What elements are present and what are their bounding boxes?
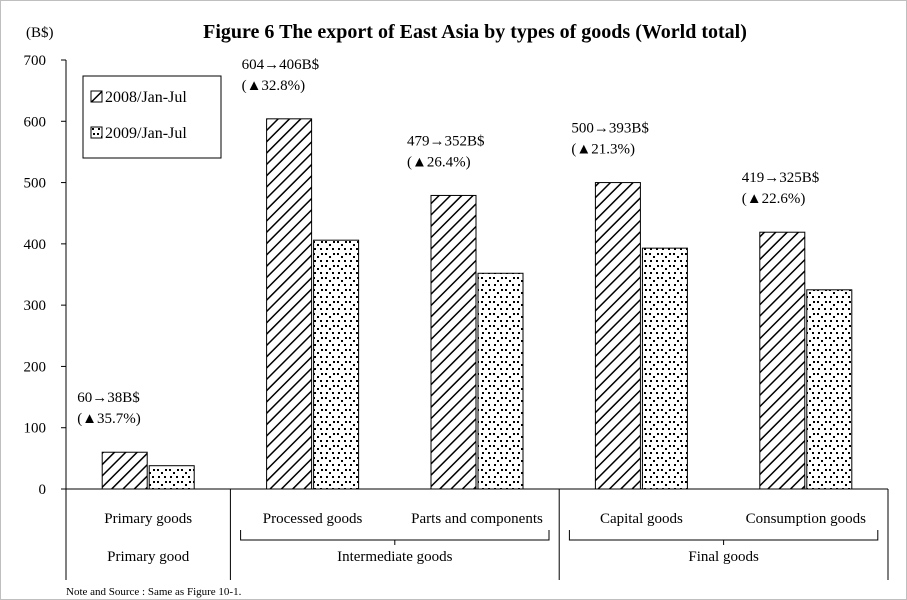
annotation-value-change: 604→406B$	[242, 57, 320, 73]
annotation-percent-change: (▲35.7%)	[77, 411, 141, 427]
x-tick-label: Primary goods	[104, 511, 192, 527]
annotation-value-change: 500→393B$	[571, 121, 649, 137]
legend-box	[82, 75, 222, 159]
bar-series-2008	[101, 451, 148, 490]
bar-series-2008	[430, 194, 477, 490]
x-tick-label: Capital goods	[600, 511, 683, 527]
bar-series-2008	[759, 231, 806, 490]
annotation-value-change: 479→352B$	[407, 133, 485, 149]
y-axis-label: (B$)	[26, 25, 54, 41]
annotation-value-change: 60→38B$	[77, 390, 140, 406]
bar-series-2009	[313, 239, 360, 490]
annotation-value-change: 419→325B$	[742, 170, 820, 186]
group-bracket	[240, 530, 550, 545]
y-tick-label: 500	[24, 176, 47, 192]
bar-series-2009	[148, 465, 195, 490]
x-tick-label: Consumption goods	[746, 511, 867, 527]
y-tick-label: 100	[24, 421, 47, 437]
bar-series-2008	[266, 118, 313, 490]
legend-swatch	[90, 90, 103, 103]
annotation-percent-change: (▲32.8%)	[242, 78, 306, 94]
legend-swatch	[90, 126, 103, 139]
legend-label: 2008/Jan-Jul	[105, 89, 187, 106]
bar-series-2009	[477, 272, 524, 490]
bar-series-2008	[594, 182, 641, 490]
annotation-percent-change: (▲21.3%)	[571, 142, 635, 158]
y-tick-label: 0	[39, 482, 47, 498]
group-label: Intermediate goods	[337, 549, 453, 565]
y-tick-label: 200	[24, 359, 47, 375]
group-label: Final goods	[688, 549, 759, 565]
y-tick-label: 300	[24, 298, 47, 314]
group-label: Primary good	[107, 549, 190, 565]
annotation-percent-change: (▲22.6%)	[742, 191, 806, 207]
y-tick-label: 600	[24, 114, 47, 130]
y-tick-label: 400	[24, 237, 47, 253]
annotation-percent-change: (▲26.4%)	[407, 154, 471, 170]
x-tick-label: Processed goods	[263, 511, 363, 527]
y-tick-label: 700	[24, 53, 47, 69]
source-note: Note and Source : Same as Figure 10-1.	[66, 586, 242, 598]
bar-series-2009	[641, 247, 688, 490]
bar-series-2009	[806, 289, 853, 490]
x-tick-label: Parts and components	[411, 511, 543, 527]
chart-title: Figure 6 The export of East Asia by type…	[203, 21, 747, 43]
legend-label: 2009/Jan-Jul	[105, 125, 187, 142]
group-bracket	[568, 530, 879, 545]
